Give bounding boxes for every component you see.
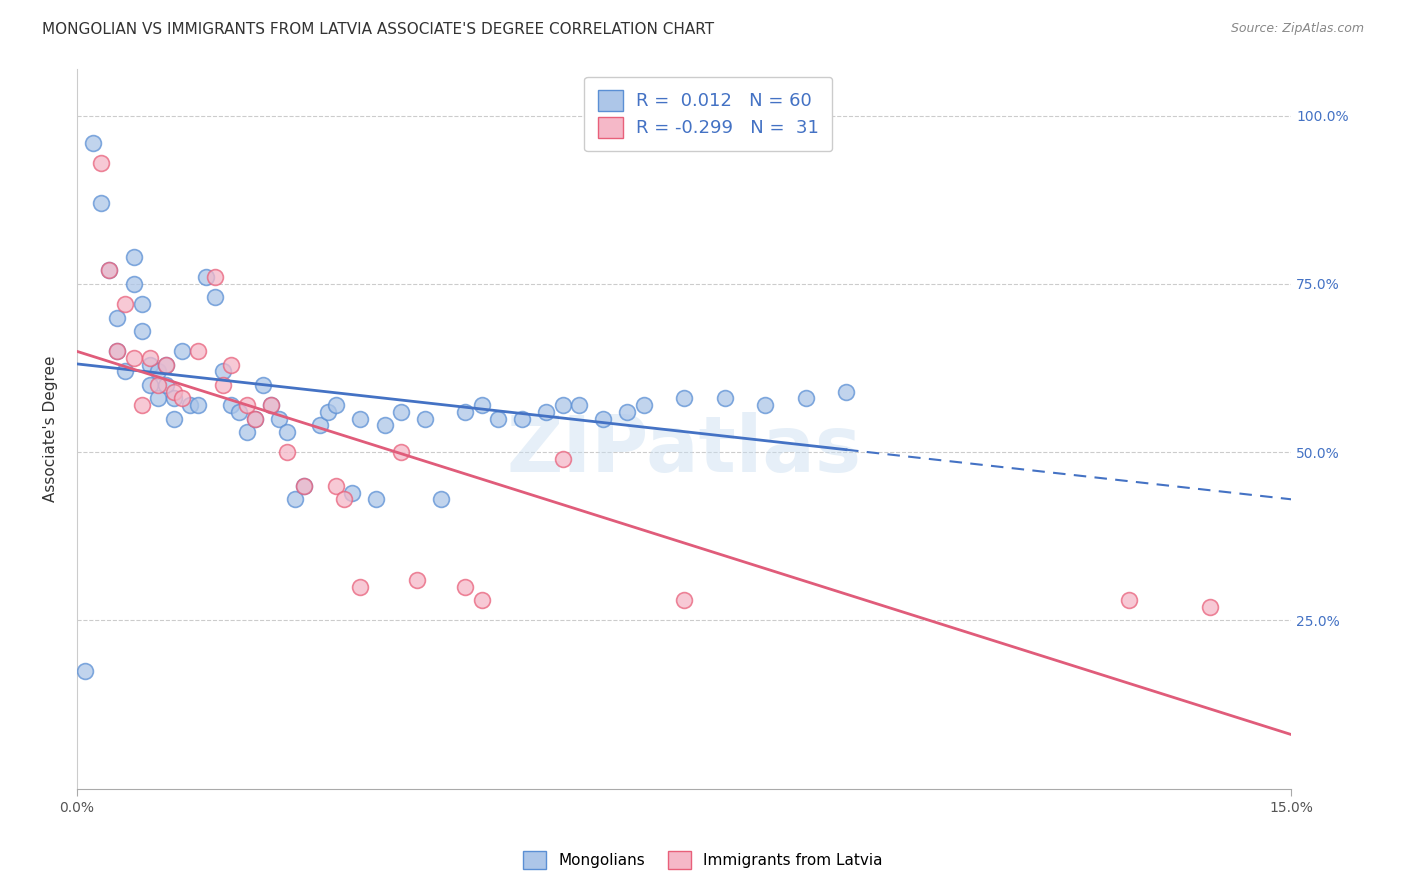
Point: [131, 398, 153, 412]
Point: [243, 411, 266, 425]
Point: [325, 398, 347, 412]
Point: [243, 411, 266, 425]
Point: [373, 418, 395, 433]
Point: [163, 384, 186, 399]
Point: [155, 358, 177, 372]
Point: [105, 344, 128, 359]
Point: [340, 485, 363, 500]
Point: [316, 405, 339, 419]
Point: [292, 479, 315, 493]
Point: [138, 377, 160, 392]
Point: [325, 479, 347, 493]
Point: [122, 250, 145, 264]
Point: [114, 364, 136, 378]
Point: [187, 344, 209, 359]
Point: [105, 310, 128, 325]
Point: [146, 377, 169, 392]
Point: [633, 398, 655, 412]
Point: [308, 418, 330, 433]
Point: [260, 398, 283, 412]
Point: [131, 297, 153, 311]
Point: [114, 297, 136, 311]
Point: [292, 479, 315, 493]
Text: ZIPatlas: ZIPatlas: [506, 412, 862, 488]
Point: [413, 411, 436, 425]
Point: [713, 392, 735, 406]
Point: [122, 277, 145, 291]
Point: [82, 136, 104, 150]
Point: [486, 411, 509, 425]
Point: [172, 392, 194, 406]
Point: [155, 377, 177, 392]
Point: [592, 411, 614, 425]
Point: [195, 270, 218, 285]
Point: [673, 593, 696, 607]
Point: [276, 425, 298, 439]
Point: [333, 492, 356, 507]
Text: MONGOLIAN VS IMMIGRANTS FROM LATVIA ASSOCIATE'S DEGREE CORRELATION CHART: MONGOLIAN VS IMMIGRANTS FROM LATVIA ASSO…: [42, 22, 714, 37]
Point: [794, 392, 817, 406]
Point: [260, 398, 283, 412]
Point: [179, 398, 201, 412]
Point: [366, 492, 388, 507]
Point: [73, 664, 96, 678]
Point: [163, 411, 186, 425]
Point: [98, 263, 121, 277]
Point: [138, 351, 160, 365]
Point: [568, 398, 591, 412]
Point: [536, 405, 558, 419]
Point: [389, 405, 412, 419]
Point: [236, 425, 259, 439]
Point: [269, 411, 291, 425]
Point: [138, 358, 160, 372]
Point: [551, 398, 574, 412]
Point: [236, 398, 259, 412]
Point: [349, 411, 371, 425]
Point: [1199, 600, 1222, 615]
Point: [122, 351, 145, 365]
Point: [276, 445, 298, 459]
Point: [471, 593, 494, 607]
Point: [228, 405, 250, 419]
Y-axis label: Associate's Degree: Associate's Degree: [44, 355, 58, 502]
Point: [454, 405, 477, 419]
Point: [430, 492, 453, 507]
Point: [105, 344, 128, 359]
Point: [389, 445, 412, 459]
Point: [90, 155, 112, 169]
Point: [172, 344, 194, 359]
Point: [510, 411, 533, 425]
Point: [284, 492, 307, 507]
Point: [211, 364, 233, 378]
Point: [471, 398, 494, 412]
Point: [551, 451, 574, 466]
Point: [211, 377, 233, 392]
Point: [406, 573, 429, 587]
Point: [673, 392, 696, 406]
Point: [98, 263, 121, 277]
Point: [454, 580, 477, 594]
Point: [204, 270, 226, 285]
Point: [146, 364, 169, 378]
Point: [219, 358, 242, 372]
Point: [90, 196, 112, 211]
Point: [187, 398, 209, 412]
Point: [146, 392, 169, 406]
Point: [252, 377, 274, 392]
Legend: Mongolians, Immigrants from Latvia: Mongolians, Immigrants from Latvia: [517, 845, 889, 875]
Point: [204, 290, 226, 304]
Point: [754, 398, 776, 412]
Point: [1118, 593, 1140, 607]
Point: [616, 405, 638, 419]
Point: [131, 324, 153, 338]
Point: [155, 358, 177, 372]
Point: [835, 384, 858, 399]
Text: Source: ZipAtlas.com: Source: ZipAtlas.com: [1230, 22, 1364, 36]
Point: [349, 580, 371, 594]
Point: [219, 398, 242, 412]
Legend: R =  0.012   N = 60, R = -0.299   N =  31: R = 0.012 N = 60, R = -0.299 N = 31: [585, 77, 832, 151]
Point: [163, 392, 186, 406]
